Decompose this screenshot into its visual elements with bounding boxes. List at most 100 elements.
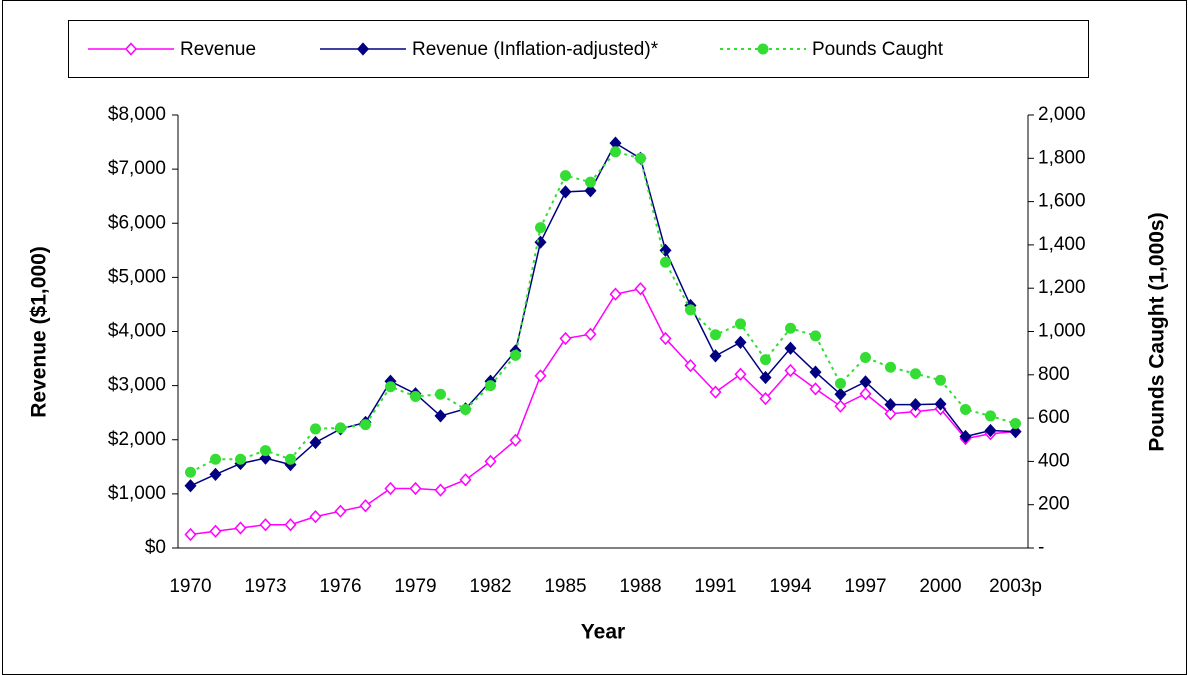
- y2-tick-label: 1,800: [1038, 147, 1086, 168]
- point: [609, 287, 622, 301]
- point: [859, 375, 872, 389]
- y-tick-label: $4,000: [108, 321, 166, 342]
- point: [185, 466, 196, 478]
- point: [659, 243, 672, 257]
- x-tick-label: 2000: [919, 576, 961, 597]
- point: [584, 184, 597, 198]
- y2-tick-label: 400: [1038, 450, 1070, 471]
- x-tick-label: 1997: [844, 576, 886, 597]
- y2-tick-label: 2,000: [1038, 104, 1086, 125]
- point: [759, 370, 772, 385]
- point: [510, 349, 521, 361]
- point: [709, 385, 722, 399]
- point: [285, 453, 296, 465]
- legend-label: Revenue (Inflation-adjusted)*: [412, 39, 659, 60]
- point: [309, 509, 322, 524]
- series-line: [190, 142, 1016, 487]
- legend-box: [68, 20, 1089, 78]
- point: [260, 445, 271, 457]
- point: [960, 403, 971, 415]
- x-tick-label: 1991: [694, 576, 736, 597]
- point: [984, 423, 997, 438]
- legend-marker: [124, 42, 138, 56]
- point: [259, 451, 272, 465]
- y2-tick-label: 1,200: [1038, 277, 1086, 298]
- y2-axis-title: Pounds Caught (1,000s): [1146, 212, 1169, 451]
- point: [885, 361, 896, 373]
- x-axis-title: Year: [581, 621, 625, 644]
- y-tick-label: $2,000: [108, 429, 166, 450]
- point: [884, 407, 897, 421]
- y-tick-label: $5,000: [108, 266, 166, 287]
- point: [559, 331, 572, 346]
- point: [410, 390, 421, 402]
- x-tick-label: 1985: [544, 576, 586, 597]
- point: [309, 435, 322, 450]
- x-tick-label: 2003p: [989, 576, 1042, 597]
- point: [909, 397, 922, 412]
- point: [184, 527, 197, 542]
- point: [584, 327, 597, 341]
- point: [385, 381, 396, 393]
- point: [935, 374, 946, 386]
- point: [659, 331, 672, 346]
- point: [684, 358, 697, 373]
- point: [660, 256, 671, 268]
- x-tick-label: 1970: [169, 576, 211, 597]
- point: [384, 481, 397, 496]
- point: [1009, 425, 1022, 439]
- point: [1010, 418, 1021, 430]
- y2-tick-label: 1,000: [1038, 321, 1086, 342]
- point: [460, 403, 471, 415]
- point: [860, 351, 871, 363]
- point: [834, 399, 847, 413]
- point: [209, 467, 222, 482]
- point: [810, 330, 821, 342]
- point: [685, 304, 696, 316]
- point: [835, 377, 846, 389]
- point: [760, 354, 771, 366]
- point: [334, 504, 347, 518]
- point: [784, 341, 797, 355]
- point: [784, 363, 797, 378]
- x-tick-label: 1973: [244, 576, 286, 597]
- point: [284, 518, 297, 532]
- point: [184, 479, 197, 493]
- point: [360, 419, 371, 431]
- point: [585, 176, 596, 188]
- point: [934, 397, 947, 411]
- series-line: [190, 287, 1016, 536]
- legend-marker: [757, 43, 769, 55]
- point: [535, 222, 546, 234]
- point: [735, 318, 746, 330]
- point: [210, 453, 221, 465]
- y-tick-label: $8,000: [108, 104, 166, 125]
- point: [785, 322, 796, 334]
- point: [734, 335, 747, 349]
- legend-label: Revenue: [180, 39, 256, 60]
- point: [259, 518, 272, 532]
- point: [235, 453, 246, 465]
- point: [859, 387, 872, 401]
- point: [234, 521, 247, 535]
- point: [409, 481, 422, 496]
- y2-tick-label: 600: [1038, 407, 1070, 428]
- point: [959, 429, 972, 444]
- point: [485, 380, 496, 392]
- point: [509, 433, 522, 447]
- y-tick-label: $6,000: [108, 212, 166, 233]
- y-axis-title: Revenue ($1,000): [28, 246, 51, 418]
- point: [634, 282, 647, 296]
- y2-tick-label: 1,400: [1038, 234, 1086, 255]
- point: [909, 404, 922, 419]
- point: [559, 185, 572, 199]
- point: [884, 397, 897, 412]
- point: [459, 473, 472, 487]
- point: [359, 499, 372, 513]
- x-tick-label: 1988: [619, 576, 661, 597]
- y-tick-label: $7,000: [108, 158, 166, 179]
- x-tick-label: 1994: [769, 576, 812, 597]
- point: [310, 423, 321, 435]
- legend-marker: [356, 42, 370, 56]
